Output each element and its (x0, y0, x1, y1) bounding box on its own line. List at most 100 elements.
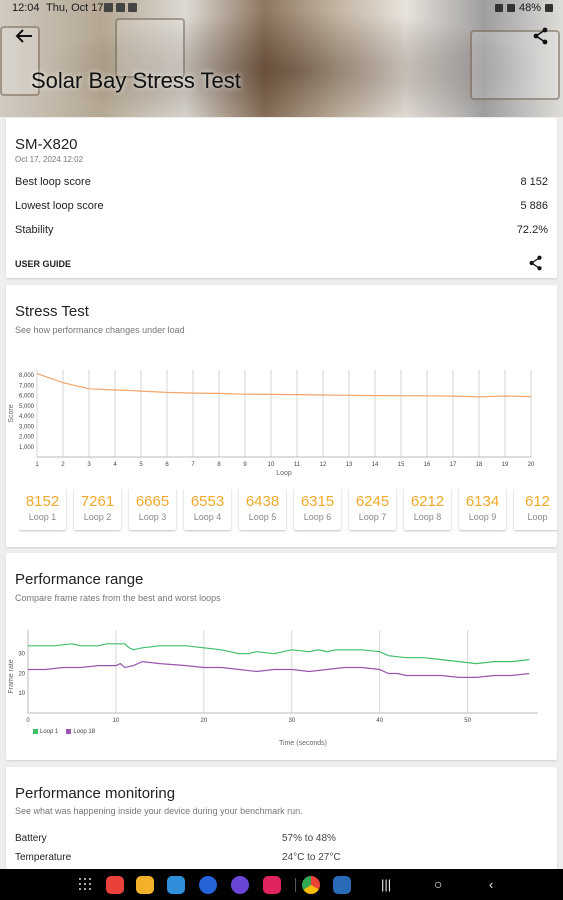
share-icon[interactable] (533, 27, 549, 45)
taskbar-divider (295, 878, 296, 892)
run-date: Oct 17, 2024 12:02 (15, 155, 84, 164)
loop-label: Loop 3 (138, 512, 167, 522)
legend-item: Loop 1 (33, 729, 58, 735)
snowflake-app-icon[interactable] (333, 876, 351, 894)
loop-score-value: 6553 (190, 493, 225, 510)
row-value: 5 886 (520, 200, 548, 212)
x-tick-label: 16 (424, 462, 431, 468)
wifi-icon (506, 4, 515, 12)
camera-app-icon[interactable] (263, 876, 281, 894)
y-tick-label: 3,000 (19, 424, 35, 430)
loop-score-value: 6315 (300, 493, 335, 510)
loop-label: Loop 1 (28, 512, 57, 522)
banner-art (0, 0, 563, 117)
temperature-row: Temperature 24°C to 27°C (15, 852, 545, 863)
row-label: Best loop score (15, 176, 91, 188)
loop-score-tile[interactable]: 6245 Loop 7 (349, 488, 396, 530)
loop-score-value: 6212 (410, 493, 445, 510)
mute-icon (494, 4, 503, 12)
section-subtitle: Compare frame rates from the best and wo… (15, 593, 221, 603)
notification-icons (104, 3, 137, 12)
section-title: Performance monitoring (15, 785, 176, 802)
x-tick-label: 19 (502, 462, 509, 468)
row-value: 24°C to 27°C (282, 852, 341, 863)
row-label: Battery (15, 833, 47, 844)
messages-app-icon[interactable] (199, 876, 217, 894)
loop-score-tile[interactable]: 6212 Loop 8 (404, 488, 451, 530)
back-nav-icon[interactable]: ‹ (489, 877, 494, 892)
internet-app-icon[interactable] (231, 876, 249, 894)
files-app-icon[interactable] (136, 876, 154, 894)
lowest-loop-row: Lowest loop score 5 886 (15, 200, 548, 214)
x-tick-label: 14 (372, 462, 379, 468)
legend-swatch (33, 729, 38, 734)
x-tick-label: 1 (35, 462, 39, 468)
x-tick-label: 10 (113, 718, 120, 724)
x-tick-label: 20 (528, 462, 535, 468)
loop-score-value: 6134 (465, 493, 500, 510)
loop-score-value: 6665 (135, 493, 170, 510)
section-subtitle: See how performance changes under load (15, 325, 185, 335)
banner-art-panel (115, 18, 185, 78)
flipboard-app-icon[interactable] (106, 876, 124, 894)
x-tick-label: 7 (191, 462, 195, 468)
chrome-app-icon[interactable] (302, 876, 320, 894)
loop-score-value: 612 (524, 493, 551, 510)
loop-label: Loop 5 (248, 512, 277, 522)
x-tick-label: 18 (476, 462, 483, 468)
y-axis-label: Frame rate (8, 659, 15, 693)
x-tick-label: 20 (201, 718, 208, 724)
loop-score-tile[interactable]: 6438 Loop 5 (239, 488, 286, 530)
status-time: 12:04 (12, 2, 40, 14)
loop-label: Loop (527, 512, 548, 522)
page-title: Solar Bay Stress Test (31, 68, 241, 93)
series-line-1 (28, 643, 530, 665)
y-tick-label: 30 (18, 652, 25, 658)
score-chart: 1 2 3 4 5 6 7 8 9 10 11 12 13 14 15 16 17 18 19 201,0002,00… (8, 370, 535, 477)
frame-rate-chart: 0 10 20 30 40 50 10 20 30 Time (seconds) Frame rat… (8, 630, 538, 747)
loop-label: Loop 9 (468, 512, 497, 522)
legend-swatch (66, 729, 72, 734)
apps-grid-icon[interactable] (79, 878, 91, 890)
section-subtitle: See what was happening inside your devic… (15, 806, 303, 816)
loop-label: Loop 8 (413, 512, 442, 522)
battery-level: 48% (518, 2, 541, 14)
y-tick-label: 10 (18, 691, 25, 697)
loop-score-tile[interactable]: 6315 Loop 6 (294, 488, 341, 530)
y-tick-label: 5,000 (19, 404, 35, 410)
summary-card: SM-X820 Oct 17, 2024 12:02 Best loop sco… (6, 118, 557, 278)
score-line (36, 373, 532, 398)
loop-score-tile[interactable]: 612 Loop (514, 488, 557, 530)
x-tick-label: 12 (320, 462, 327, 468)
x-tick-label: 10 (268, 462, 275, 468)
recents-icon[interactable]: ||| (381, 877, 392, 892)
row-value: 72.2% (516, 224, 548, 236)
loop-scores-strip[interactable]: 8152 Loop 1 7261 Loop 2 6665 Loop 3 6553 Loop 4… (19, 488, 557, 532)
loop-score-tile[interactable]: 6665 Loop 3 (129, 488, 176, 530)
row-label: Stability (15, 224, 54, 236)
section-title: Performance range (15, 571, 144, 588)
row-value: 8 152 (520, 176, 548, 188)
loop-score-value: 6245 (355, 493, 390, 510)
home-icon[interactable]: ○ (434, 876, 443, 892)
y-tick-label: 1,000 (19, 445, 35, 451)
user-guide-link[interactable]: USER GUIDE (15, 259, 72, 269)
x-tick-label: 2 (61, 462, 65, 468)
x-tick-label: 8 (217, 462, 221, 468)
x-tick-label: 3 (87, 462, 91, 468)
row-label: Temperature (15, 852, 72, 863)
loop-score-tile[interactable]: 6553 Loop 4 (184, 488, 231, 530)
calendar-app-icon[interactable] (167, 876, 185, 894)
loop-score-value: 7261 (80, 493, 115, 510)
loop-score-tile[interactable]: 8152 Loop 1 (19, 488, 66, 530)
row-label: Lowest loop score (15, 200, 104, 212)
loop-score-tile[interactable]: 7261 Loop 2 (74, 488, 121, 530)
status-date: Thu, Oct 17 (46, 2, 104, 14)
best-loop-row: Best loop score 8 152 (15, 176, 548, 190)
share-icon[interactable] (529, 255, 543, 271)
loop-label: Loop 6 (303, 512, 332, 522)
x-tick-label: 50 (464, 718, 471, 724)
back-arrow-icon[interactable] (14, 27, 34, 45)
y-tick-label: 20 (18, 671, 25, 677)
loop-score-tile[interactable]: 6134 Loop 9 (459, 488, 506, 530)
